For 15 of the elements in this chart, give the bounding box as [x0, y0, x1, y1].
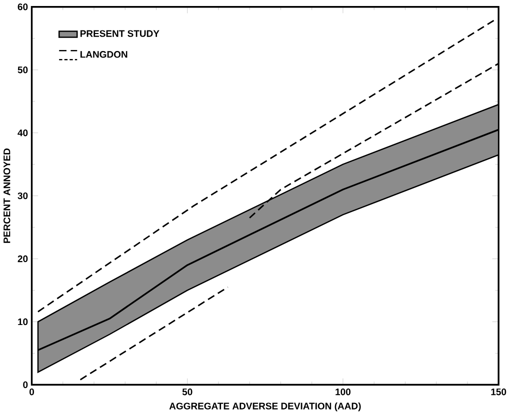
y-tick-label: 40 — [18, 130, 28, 136]
y-tick-label: 50 — [18, 66, 28, 74]
y-tick-label: 30 — [18, 192, 28, 200]
legend-label: LANGDON — [80, 51, 128, 58]
x-tick-label: 100 — [336, 388, 350, 396]
y-axis-title: PERCENT ANNOYED — [4, 148, 10, 244]
x-tick-label: 50 — [182, 388, 192, 396]
y-tick-label: 10 — [18, 318, 28, 326]
x-tick-label: 0 — [30, 388, 34, 396]
x-tick-label: 150 — [491, 388, 506, 396]
y-tick-label: 0 — [23, 381, 28, 388]
y-tick-label: 60 — [18, 4, 28, 10]
legend-label: PRESENT STUDY — [80, 30, 160, 38]
y-tick-label: 20 — [18, 256, 28, 262]
x-axis-title: AGGREGATE ADVERSE DEVIATION (AAD) — [169, 402, 361, 412]
